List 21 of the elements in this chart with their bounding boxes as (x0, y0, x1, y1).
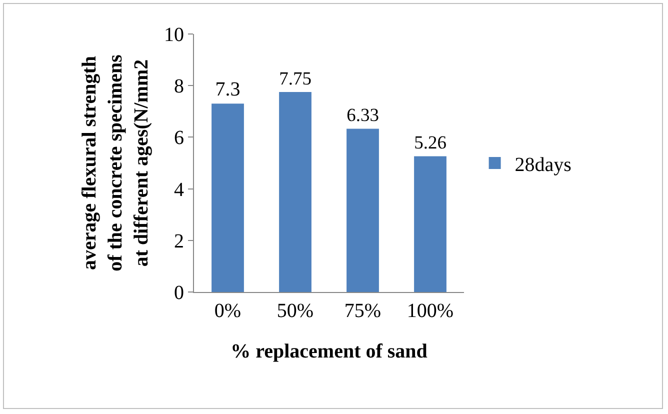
x-tick-label: 75% (344, 300, 382, 322)
y-tick-label: 6 (174, 127, 184, 150)
y-tick-label: 10 (164, 24, 184, 46)
x-tick-label: 50% (276, 300, 314, 322)
bar (414, 156, 446, 292)
y-axis-title: average flexural strength of the concrete specimens at different ages(N/mm2 (78, 54, 152, 272)
x-tick-label: 0% (214, 300, 242, 322)
data-label: 7.3 (215, 78, 240, 101)
y-tick-label: 0 (174, 282, 184, 304)
bar (346, 128, 379, 292)
x-axis-title: % replacement of sand (230, 340, 428, 362)
data-label: 7.75 (279, 69, 312, 90)
y-tick-label: 2 (174, 230, 184, 252)
y-tick-label: 4 (174, 178, 184, 201)
data-label: 5.26 (414, 134, 446, 154)
legend-label: 28days (514, 154, 572, 176)
data-label: 6.33 (346, 106, 379, 126)
bar (279, 92, 312, 292)
bar (212, 104, 244, 292)
y-tick-label: 8 (174, 76, 184, 98)
x-tick-label: 100% (406, 300, 454, 322)
